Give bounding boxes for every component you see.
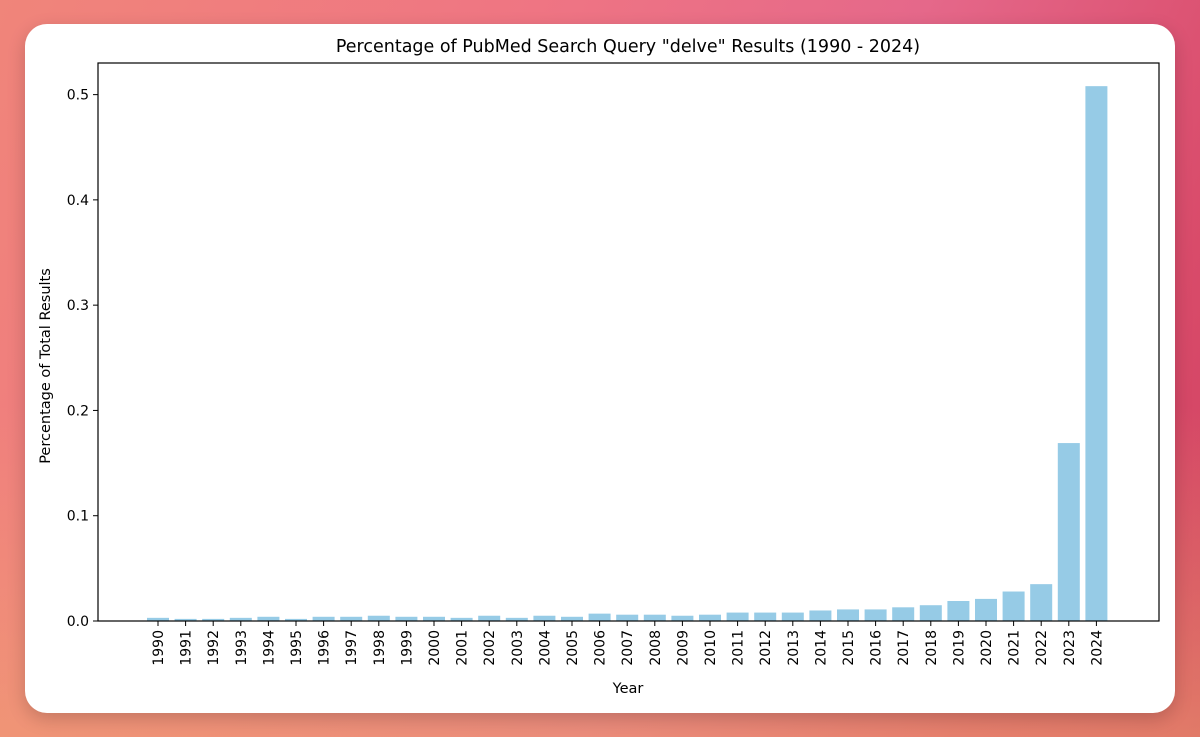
bar-2001 <box>450 617 473 621</box>
x-tick-label-2009: 2009 <box>675 630 691 666</box>
x-tick-label-2005: 2005 <box>565 630 581 666</box>
y-tick-label-0.4: 0.4 <box>67 193 89 209</box>
bar-2008 <box>643 614 666 621</box>
x-tick-label-2014: 2014 <box>813 630 829 666</box>
x-tick-label-1990: 1990 <box>151 630 167 666</box>
bar-2017 <box>892 607 915 621</box>
x-tick-label-1994: 1994 <box>261 630 277 666</box>
bar-2015 <box>837 609 859 621</box>
x-tick-label-2002: 2002 <box>482 630 498 666</box>
x-tick-label-2023: 2023 <box>1062 630 1078 666</box>
x-tick-label-1999: 1999 <box>399 630 415 666</box>
x-tick-label-1991: 1991 <box>179 630 195 666</box>
x-tick-label-1995: 1995 <box>289 630 305 666</box>
bar-2009 <box>671 615 694 621</box>
bar-2006 <box>588 613 611 621</box>
plot-frame <box>97 62 1160 622</box>
bar-1996 <box>312 616 335 621</box>
bar-chart: Percentage of PubMed Search Query "delve… <box>38 37 1160 697</box>
x-tick-label-1992: 1992 <box>206 630 222 666</box>
x-tick-label-2021: 2021 <box>1007 630 1023 666</box>
x-tick-label-2006: 2006 <box>593 630 609 666</box>
x-tick-label-2016: 2016 <box>869 630 885 666</box>
x-tick-label-2008: 2008 <box>648 630 664 666</box>
x-tick-label-1997: 1997 <box>344 630 360 666</box>
x-tick-label-2015: 2015 <box>841 630 857 666</box>
bar-1999 <box>395 616 418 621</box>
x-tick-label-2019: 2019 <box>951 630 967 666</box>
chart-title: Percentage of PubMed Search Query "delve… <box>336 37 920 57</box>
x-tick-label-2017: 2017 <box>896 630 912 666</box>
bar-1997 <box>340 616 363 621</box>
bar-2007 <box>616 614 639 621</box>
bar-2010 <box>699 614 721 621</box>
bar-1991 <box>174 618 197 621</box>
x-tick-label-2004: 2004 <box>537 630 553 666</box>
bar-1998 <box>367 615 390 621</box>
bar-2011 <box>726 612 749 621</box>
bar-2020 <box>975 598 997 621</box>
y-tick-label-0.3: 0.3 <box>67 298 89 314</box>
bar-2000 <box>423 616 445 621</box>
bar-2003 <box>505 617 528 621</box>
x-axis-ticks: 1990 1991 1992 1993 1994 1995 1996 1997 1998 1999… <box>151 621 1105 666</box>
bar-2004 <box>533 615 556 621</box>
y-tick-label-0.2: 0.2 <box>67 403 89 419</box>
bar-2019 <box>947 600 970 621</box>
bar-2021 <box>1002 591 1025 621</box>
y-tick-label-0.1: 0.1 <box>67 509 89 525</box>
bar-1992 <box>202 618 225 621</box>
bar-2023 <box>1057 443 1080 621</box>
bar-2016 <box>864 609 887 621</box>
x-tick-label-2011: 2011 <box>731 630 747 666</box>
x-tick-label-2003: 2003 <box>510 630 526 666</box>
bar-2012 <box>754 612 777 621</box>
chart-card: Percentage of PubMed Search Query "delve… <box>25 24 1175 713</box>
bar-2014 <box>809 610 832 621</box>
bar-2018 <box>919 605 942 621</box>
y-axis-title: Percentage of Total Results <box>38 268 54 464</box>
x-tick-label-2010: 2010 <box>703 630 719 666</box>
bar-2005 <box>561 616 583 621</box>
bar-1990 <box>147 617 169 621</box>
x-axis-title: Year <box>612 681 644 697</box>
bar-1994 <box>257 616 280 621</box>
bar-2013 <box>781 612 804 621</box>
x-tick-label-1996: 1996 <box>317 630 333 666</box>
bar-1995 <box>285 618 307 621</box>
bar-2002 <box>478 615 501 621</box>
y-tick-label-0.0: 0.0 <box>67 614 89 630</box>
bar-2022 <box>1030 584 1053 621</box>
x-tick-label-1998: 1998 <box>372 630 388 666</box>
bar-1993 <box>229 617 252 621</box>
x-tick-label-2001: 2001 <box>455 630 471 666</box>
x-tick-label-2012: 2012 <box>758 630 774 666</box>
y-tick-label-0.5: 0.5 <box>67 88 89 104</box>
bar-2024 <box>1085 86 1108 622</box>
x-tick-label-2000: 2000 <box>427 630 443 666</box>
y-axis-ticks: 0.0 0.1 0.2 0.3 0.4 0.5 <box>67 88 98 630</box>
x-tick-label-1993: 1993 <box>234 630 250 666</box>
x-tick-label-2022: 2022 <box>1034 630 1050 666</box>
x-tick-label-2007: 2007 <box>620 630 636 666</box>
x-tick-label-2020: 2020 <box>979 630 995 666</box>
x-tick-label-2018: 2018 <box>924 630 940 666</box>
x-tick-label-2024: 2024 <box>1089 630 1105 666</box>
x-tick-label-2013: 2013 <box>786 630 802 666</box>
bars-layer <box>147 86 1108 622</box>
